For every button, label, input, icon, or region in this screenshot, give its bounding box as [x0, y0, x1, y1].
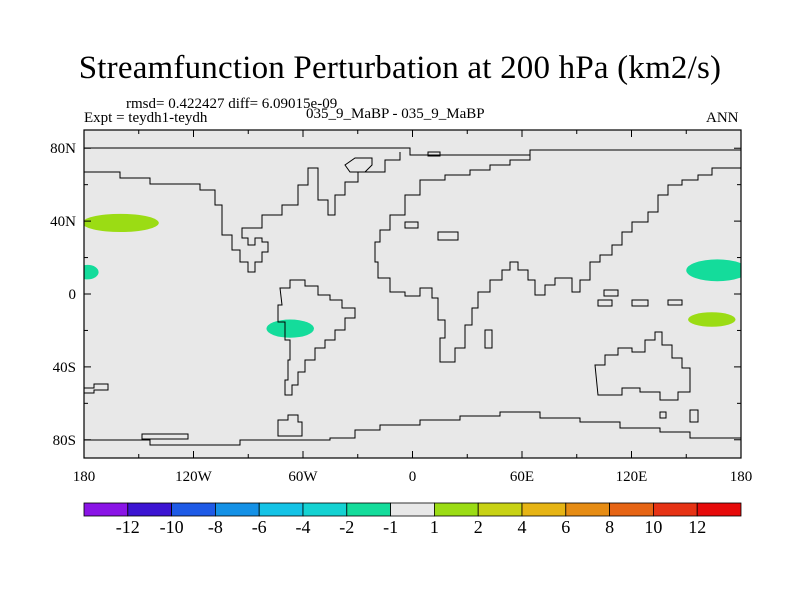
coastline-south-america: [277, 279, 356, 396]
colorbar-swatch: [83, 502, 129, 517]
coastline-new-zealand: [659, 409, 699, 423]
colorbar-swatch: [521, 502, 567, 517]
case-line: 035_9_MaBP - 035_9_MaBP: [306, 106, 485, 122]
colorbar-swatch: [653, 502, 698, 517]
coastline-maritime-continent: [597, 289, 683, 307]
y-tick-label: 40S: [53, 360, 76, 376]
map-background: [84, 130, 741, 458]
colorbar-label: -1: [383, 517, 398, 537]
colorbar-swatch: [127, 502, 173, 517]
anomaly-south-america-negative: [266, 319, 314, 338]
colorbar-label: -8: [208, 517, 223, 537]
anomaly-west-pacific-negative: [686, 259, 741, 282]
coastline-eurasia-africa: [374, 155, 741, 363]
y-tick-label: 80S: [53, 433, 76, 449]
anomaly-north-pacific-positive: [84, 213, 159, 233]
x-tick-label: 60W: [288, 469, 318, 485]
coastline-arctic: [84, 147, 741, 156]
coastline-med-islands: [404, 221, 459, 241]
colorbar: -12 -10 -8 -6 -4 -2 -1 1 2 4 6 8 10 12: [83, 502, 742, 537]
coastline-antarctica: [84, 411, 741, 446]
colorbar-label: -4: [296, 517, 311, 537]
colorbar-label: 1: [430, 517, 439, 537]
colorbar-label: -10: [160, 517, 184, 537]
coastline-greenland: [344, 157, 373, 173]
coastline-antarctic-peninsula: [277, 414, 303, 437]
colorbar-label: 2: [474, 517, 483, 537]
coastline-sw-fragment: [84, 383, 109, 394]
colorbar-label: 10: [644, 517, 662, 537]
colorbar-swatch: [477, 502, 523, 517]
coastlines: [84, 147, 741, 446]
colorbar-swatch: [433, 502, 479, 517]
anomaly-layer: [84, 213, 741, 338]
y-tick-label: 40N: [50, 214, 76, 230]
x-tick-label: 120E: [616, 469, 648, 485]
season-label: ANN: [706, 110, 739, 126]
colorbar-swatch: [565, 502, 610, 517]
x-axis: 180 120W 60W 0 60E 120E 180: [73, 130, 753, 485]
plot-title: Streamfunction Perturbation at 200 hPa (…: [78, 50, 722, 86]
colorbar-swatch: [302, 502, 348, 517]
colorbar-swatch: [258, 502, 304, 517]
colorbar-swatch: [390, 502, 435, 517]
stats-line: rmsd= 0.422427 diff= 6.09015e-09: [126, 96, 338, 112]
coastline-madagascar: [484, 329, 493, 349]
colorbar-label: 8: [605, 517, 614, 537]
colorbar-label: 4: [518, 517, 527, 537]
anomaly-southwest-pacific-positive: [688, 312, 736, 327]
colorbar-label: -6: [252, 517, 267, 537]
coastline-subantarctic-bar: [141, 433, 189, 440]
coastline-north-america: [84, 152, 401, 273]
coastline-small-island: [427, 151, 441, 157]
x-tick-label: 60E: [510, 469, 534, 485]
coastline-australia: [594, 331, 691, 401]
colorbar-swatch: [609, 502, 654, 517]
anomaly-dateline-west-negative: [84, 264, 99, 280]
x-tick-label: 120W: [175, 469, 213, 485]
x-tick-label: 180: [73, 469, 96, 485]
colorbar-swatch: [696, 502, 742, 517]
colorbar-swatch: [171, 502, 216, 517]
colorbar-label: 6: [561, 517, 570, 537]
x-tick-label: 0: [409, 469, 417, 485]
y-tick-label: 80N: [50, 141, 76, 157]
y-tick-label: 0: [69, 287, 77, 303]
colorbar-label: -2: [339, 517, 354, 537]
colorbar-swatch: [214, 502, 260, 517]
x-tick-label: 180: [730, 469, 753, 485]
colorbar-swatch: [346, 502, 391, 517]
expt-line: Expt = teydh1-teydh: [84, 110, 208, 126]
colorbar-label: 12: [688, 517, 706, 537]
colorbar-label: -12: [116, 517, 140, 537]
y-axis: 80N 40N 0 40S 80S: [50, 141, 741, 449]
